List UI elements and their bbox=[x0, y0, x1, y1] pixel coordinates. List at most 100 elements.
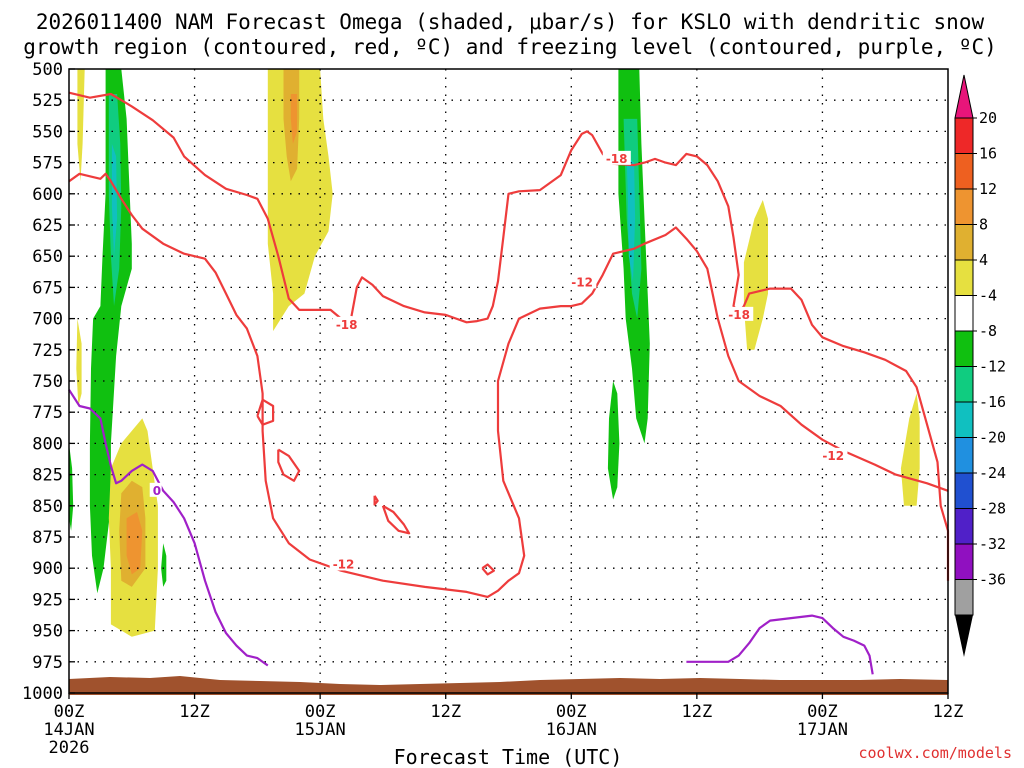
contour-m18_a bbox=[68, 91, 342, 320]
y-tick-label: 625 bbox=[32, 216, 63, 236]
credit-text: coolwx.com/models bbox=[858, 744, 1012, 762]
colorbar-label: -20 bbox=[979, 429, 1006, 447]
contour-label-bg-3 bbox=[568, 274, 597, 289]
colorbar-swatch-5 bbox=[954, 295, 974, 332]
y-tick-label: 950 bbox=[32, 622, 63, 642]
contour-label-0: -18 bbox=[336, 318, 358, 332]
x-tick-label: 12Z bbox=[681, 702, 712, 722]
y-tick-label: 550 bbox=[32, 122, 63, 142]
chart-title-line1: 2026011400 NAM Forecast Omega (shaded, μ… bbox=[36, 10, 985, 34]
contour-label-1: -12 bbox=[333, 557, 355, 571]
colorbar-swatch-3 bbox=[954, 224, 974, 261]
colorbar-swatch-4 bbox=[954, 259, 974, 296]
colorbar-swatch-2 bbox=[954, 188, 974, 225]
plot-area bbox=[69, 69, 948, 693]
y-tick-label: 650 bbox=[32, 247, 63, 267]
y-tick-label: 725 bbox=[32, 341, 63, 361]
colorbar: 20 16 12 8 4 -4 -8 -12 -16 -20 -24 -28 -32 -36 bbox=[954, 74, 1006, 657]
contour-layer bbox=[68, 91, 950, 675]
x-tick-label: 12Z bbox=[430, 702, 461, 722]
contour-m18_b bbox=[350, 130, 950, 581]
y-tick-label: 700 bbox=[32, 310, 63, 330]
y-tick-label: 975 bbox=[32, 653, 63, 673]
colorbar-bottom-arrow bbox=[955, 615, 973, 657]
y-tick-label: 575 bbox=[32, 154, 63, 174]
contour-label-bg-4 bbox=[725, 306, 754, 321]
contour-m12_dot bbox=[373, 495, 379, 506]
colorbar-label: -36 bbox=[979, 571, 1006, 589]
contour-label-layer: -18 -12 -18 -12 -18 -12 0 bbox=[149, 150, 848, 571]
colorbar-swatch-12 bbox=[954, 543, 974, 580]
colorbar-label: 8 bbox=[979, 216, 988, 234]
colorbar-top-arrow bbox=[954, 74, 974, 119]
omega-region-16 bbox=[76, 318, 82, 406]
omega-region-2 bbox=[111, 143, 118, 257]
omega-region-9 bbox=[267, 69, 333, 332]
colorbar-swatch-6 bbox=[954, 330, 974, 367]
x-tick-label: 12Z bbox=[179, 702, 210, 722]
omega-shading-layer bbox=[69, 69, 920, 637]
x-tick-label: 00Z bbox=[556, 702, 587, 722]
y-tick-label: 800 bbox=[32, 434, 63, 454]
contour-label-bg-0 bbox=[332, 316, 361, 331]
contour-label-bg-6 bbox=[149, 482, 162, 497]
y-tick-label: 825 bbox=[32, 466, 63, 486]
y-axis: 500 525 550 575 600 625 650 675 700 725 750 775 800 8… bbox=[22, 60, 75, 704]
y-tick-label: 525 bbox=[32, 91, 63, 111]
x-tick-year: 2026 bbox=[49, 738, 90, 758]
contour-label-bg-2 bbox=[602, 150, 631, 165]
y-tick-label: 750 bbox=[32, 372, 63, 392]
colorbar-label: -24 bbox=[979, 464, 1006, 482]
colorbar-label: 16 bbox=[979, 145, 997, 163]
colorbar-swatch-0 bbox=[954, 117, 974, 154]
contour-freeze_a bbox=[68, 389, 269, 667]
contour-m12_loop3 bbox=[381, 504, 411, 535]
contour-m12_loop1 bbox=[256, 398, 275, 426]
y-tick-label: 500 bbox=[32, 60, 63, 80]
y-tick-label: 600 bbox=[32, 185, 63, 205]
colorbar-label: 4 bbox=[979, 251, 988, 269]
y-tick-label: 850 bbox=[32, 497, 63, 517]
contour-m12_a bbox=[68, 172, 949, 599]
y-tick-label: 675 bbox=[32, 278, 63, 298]
omega-region-7 bbox=[607, 381, 620, 500]
contour-m12_loop2 bbox=[277, 448, 301, 482]
colorbar-swatch-10 bbox=[954, 472, 974, 509]
contour-m12_loop4 bbox=[481, 563, 495, 576]
x-tick-label: 00Z bbox=[54, 702, 85, 722]
chart-title-line2: growth region (contoured, red, ºC) and f… bbox=[23, 35, 997, 59]
terrain bbox=[69, 676, 948, 695]
colorbar-swatch-9 bbox=[954, 437, 974, 474]
contour-freeze_b bbox=[686, 614, 874, 675]
colorbar-label: -28 bbox=[979, 500, 1006, 518]
contour-label-6: 0 bbox=[153, 484, 161, 498]
colorbar-label: -8 bbox=[979, 322, 997, 340]
y-tick-label: 875 bbox=[32, 528, 63, 548]
x-tick-date: 14JAN bbox=[43, 720, 94, 740]
x-tick-date: 15JAN bbox=[295, 720, 346, 740]
colorbar-label: -12 bbox=[979, 358, 1006, 376]
colorbar-swatch-13 bbox=[954, 579, 974, 616]
colorbar-swatch-1 bbox=[954, 153, 974, 190]
contour-label-3: -12 bbox=[571, 275, 593, 289]
x-tick-label: 00Z bbox=[807, 702, 838, 722]
x-tick-date: 16JAN bbox=[546, 720, 597, 740]
x-tick-label: 12Z bbox=[933, 702, 964, 722]
colorbar-label: -32 bbox=[979, 535, 1006, 553]
x-axis-label: Forecast Time (UTC) bbox=[394, 745, 623, 768]
omega-region-8 bbox=[161, 543, 167, 587]
omega-region-11 bbox=[290, 94, 298, 144]
y-tick-label: 925 bbox=[32, 590, 63, 610]
x-tick-date: 17JAN bbox=[797, 720, 848, 740]
omega-region-14 bbox=[126, 512, 143, 575]
omega-region-3 bbox=[69, 443, 74, 531]
contour-label-bg-5 bbox=[819, 447, 848, 462]
y-tick-label: 1000 bbox=[22, 684, 63, 704]
colorbar-label: 20 bbox=[979, 109, 997, 127]
contour-label-4: -18 bbox=[728, 308, 750, 322]
contour-label-bg-1 bbox=[329, 556, 358, 571]
colorbar-label: 12 bbox=[979, 180, 997, 198]
colorbar-swatch-11 bbox=[954, 508, 974, 545]
